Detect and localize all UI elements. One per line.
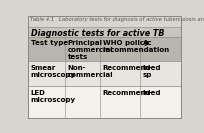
Text: Diagnostic tests for active TB: Diagnostic tests for active TB [31, 29, 164, 38]
Text: Ac: Ac [143, 40, 152, 46]
Text: In-: In- [143, 90, 153, 96]
Bar [28, 38, 181, 61]
Text: In-
sp: In- sp [143, 65, 153, 78]
Text: Non-
commercial: Non- commercial [68, 65, 113, 78]
Text: Recommended: Recommended [103, 90, 161, 96]
Text: LED
microscopy: LED microscopy [31, 90, 76, 103]
Text: Recommended: Recommended [103, 65, 161, 71]
Text: Smear
microscopy: Smear microscopy [31, 65, 76, 78]
Bar [28, 61, 181, 86]
Text: WHO policy
recommendation: WHO policy recommendation [103, 40, 170, 53]
Text: Principal
commercial
tests: Principal commercial tests [68, 40, 113, 60]
Bar [28, 16, 181, 27]
Text: Table 4.1   Laboratory tests for diagnosis of active tuberculosis and drug resis: Table 4.1 Laboratory tests for diagnosis… [30, 18, 204, 22]
Text: Test type: Test type [31, 40, 68, 46]
Bar [28, 86, 181, 118]
Bar [28, 27, 181, 38]
